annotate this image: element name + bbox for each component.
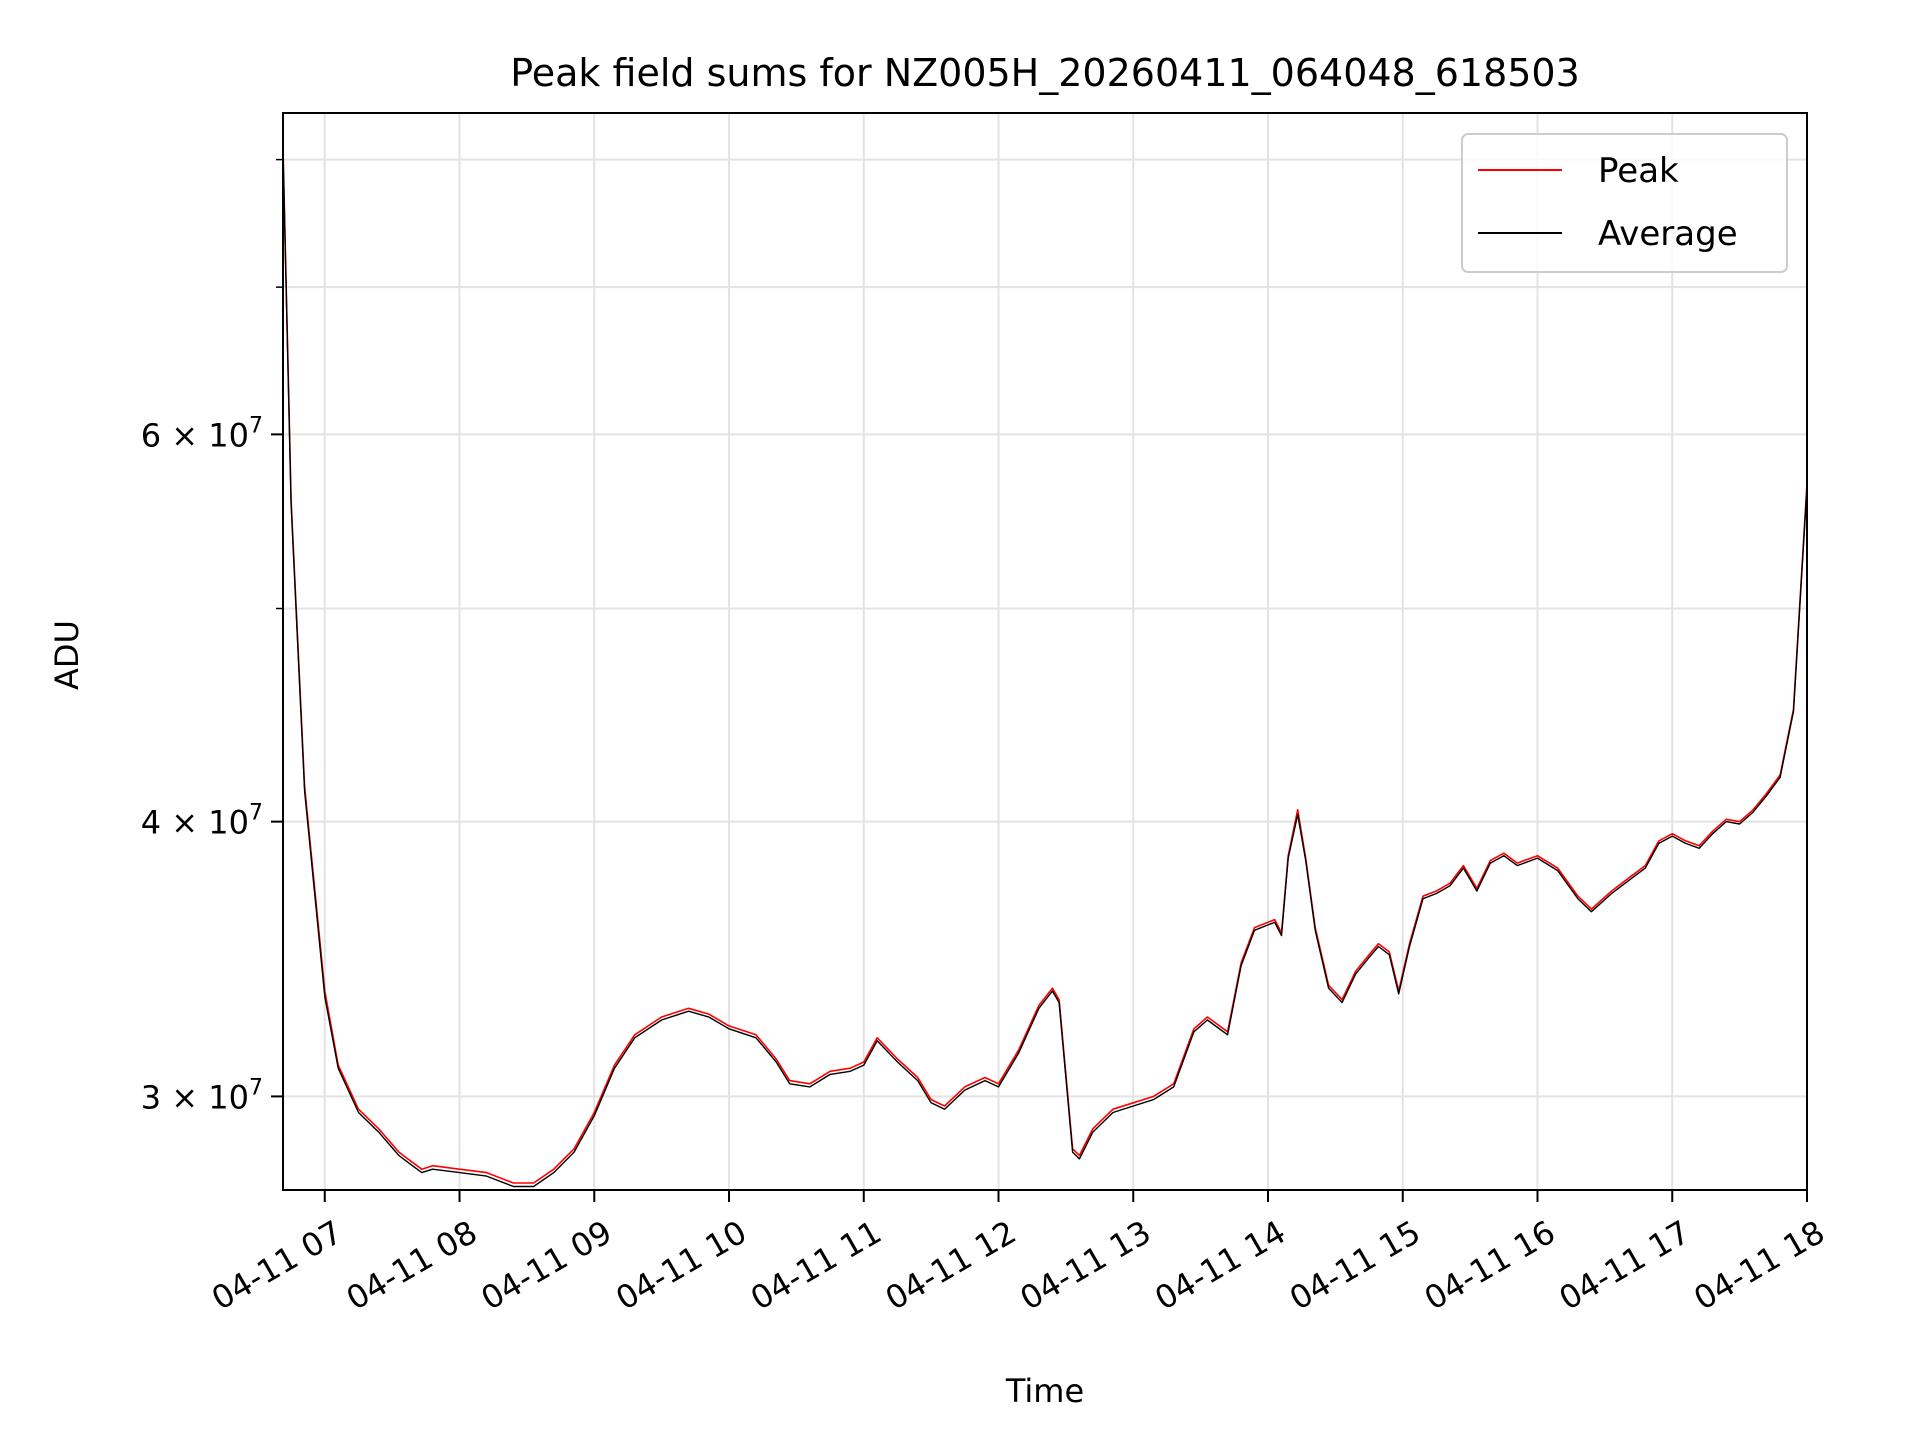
chart-title: Peak field sums for NZ005H_20260411_0640… xyxy=(510,51,1580,95)
series-layer xyxy=(282,147,1808,1188)
legend: Peak Average xyxy=(1461,133,1788,273)
x-axis-label: Time xyxy=(1005,1372,1084,1410)
y-tick-label: 6 × 107 xyxy=(141,413,263,454)
legend-label-peak: Peak xyxy=(1598,151,1679,191)
grid-layer xyxy=(283,113,1808,1190)
y-tick-label: 3 × 107 xyxy=(141,1075,263,1116)
legend-label-average: Average xyxy=(1598,214,1738,254)
legend-frame xyxy=(1461,133,1788,273)
y-axis-label: ADU xyxy=(48,620,86,690)
series-line-average xyxy=(282,150,1808,1188)
series-line-peak xyxy=(282,147,1808,1184)
plot-frame xyxy=(282,112,1808,1191)
y-tick-label: 4 × 107 xyxy=(141,801,263,842)
